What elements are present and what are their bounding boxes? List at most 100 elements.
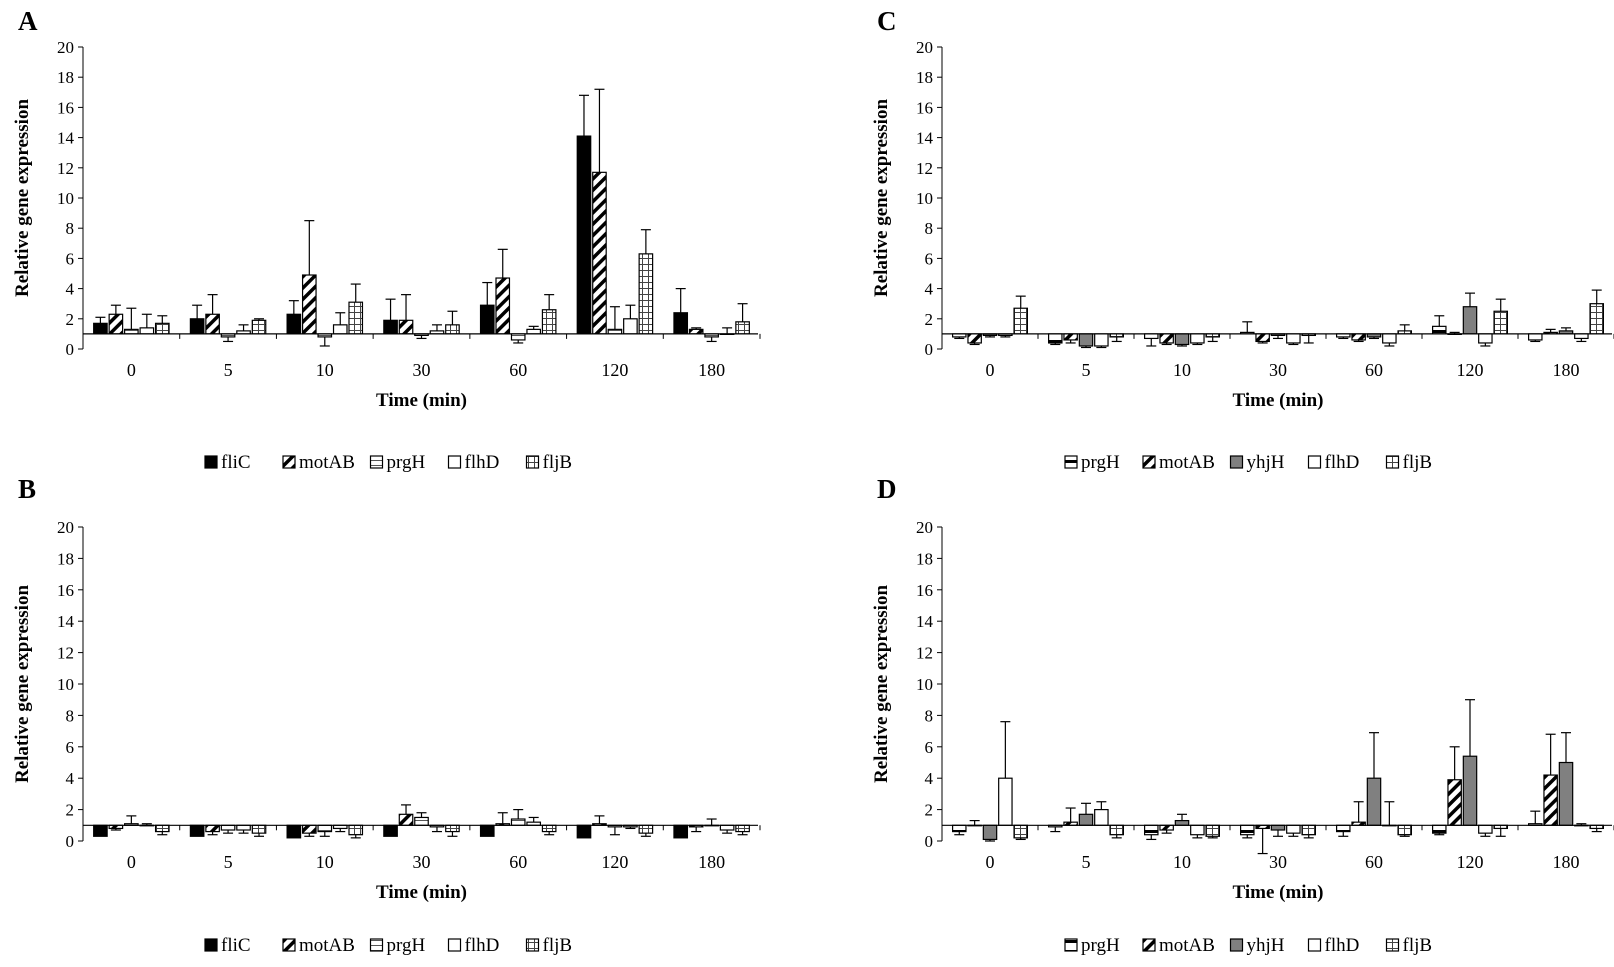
x-tick-label: 120 — [601, 360, 628, 380]
bar-fljB-5 — [251, 319, 267, 335]
y-axis-title: Relative gene expression — [871, 585, 892, 783]
y-tick-label: 14 — [57, 129, 75, 148]
bar-yhjH-180 — [1558, 761, 1574, 826]
y-tick-label: 16 — [57, 581, 74, 600]
legend-label-motAB: motAB — [299, 935, 355, 956]
y-tick-label: 18 — [57, 68, 74, 87]
legend-swatch-flhD — [447, 455, 462, 469]
bar-prgH-120 — [607, 328, 623, 335]
y-tick-label: 4 — [66, 769, 75, 788]
legend-swatch-yhjH — [1229, 455, 1244, 469]
bar-flhD-180 — [719, 824, 735, 831]
x-tick-label: 5 — [1082, 360, 1091, 380]
legend-swatch-motAB — [282, 938, 296, 952]
bar-fljB-60 — [1397, 824, 1413, 836]
bar-fljB-180 — [735, 824, 750, 833]
bar-fljB-5 — [251, 824, 267, 834]
bar-flhD-10 — [1190, 824, 1205, 836]
bar-yhjH-30 — [1270, 824, 1286, 831]
bar-motAB-5 — [205, 824, 220, 833]
y-tick-label: 10 — [57, 189, 74, 208]
legend-label-flhD: flhD — [465, 452, 500, 473]
legend-label-flhD: flhD — [1325, 935, 1360, 956]
bar-prgH-30 — [1239, 824, 1255, 836]
y-tick-label: 14 — [916, 129, 934, 148]
x-tick-label: 180 — [1553, 852, 1580, 872]
bar-flhD-10 — [1190, 333, 1205, 344]
panel-letter: B — [18, 474, 36, 504]
y-axis-title: Relative gene expression — [12, 585, 33, 783]
legend-label-flhD: flhD — [1325, 452, 1360, 473]
bar-fliC-10 — [286, 824, 302, 839]
y-tick-label: 2 — [925, 310, 934, 329]
bar-yhjH-10 — [1174, 819, 1190, 826]
legend-swatch-yhjH — [1229, 938, 1244, 952]
bar-flhD-5 — [1094, 808, 1109, 826]
x-tick-label: 0 — [127, 852, 136, 872]
y-axis-title: Relative gene expression — [871, 99, 892, 297]
x-tick-label: 30 — [413, 360, 431, 380]
legend-swatch-flhD — [1307, 938, 1322, 952]
legend-swatch-fljB — [1385, 938, 1400, 952]
legend-swatch-fljB — [1385, 455, 1400, 469]
y-tick-label: 20 — [916, 38, 933, 57]
bar-flhD-0 — [139, 327, 155, 335]
x-tick-label: 5 — [1082, 852, 1091, 872]
legend-swatch-fljB — [525, 938, 540, 952]
legend-label-yhjH: yhjH — [1247, 452, 1285, 473]
bar-motAB-180 — [688, 328, 704, 335]
x-tick-label: 30 — [1269, 852, 1287, 872]
bar-fliC-120 — [576, 135, 592, 335]
bar-prgH-60 — [1335, 824, 1351, 833]
bar-motAB-10 — [1159, 333, 1174, 344]
y-tick-label: 12 — [57, 159, 74, 178]
bar-fliC-30 — [383, 319, 398, 335]
y-tick-label: 18 — [916, 68, 933, 87]
bar-yhjH-120 — [1462, 306, 1478, 335]
legend-label-yhjH: yhjH — [1247, 935, 1285, 956]
legend-label-flhD: flhD — [465, 935, 500, 956]
x-tick-label: 120 — [1457, 852, 1484, 872]
y-tick-label: 2 — [66, 801, 75, 820]
legend-label-prgH: prgH — [1081, 935, 1120, 956]
bar-prgH-0 — [951, 824, 967, 833]
y-tick-label: 6 — [925, 738, 934, 757]
y-tick-label: 8 — [66, 706, 75, 725]
y-tick-label: 0 — [925, 832, 934, 851]
bar-fliC-30 — [383, 824, 398, 837]
x-tick-label: 60 — [1365, 852, 1383, 872]
x-axis-title: Time (min) — [376, 390, 467, 411]
x-tick-label: 5 — [224, 360, 233, 380]
bar-yhjH-10 — [1174, 333, 1190, 346]
bar-yhjH-5 — [1078, 813, 1094, 826]
bar-fliC-5 — [189, 824, 205, 837]
panel-c: C 0 2 4 6 8 10 12 14 16 18 20 Relative gene expressi… — [871, 6, 1614, 473]
y-tick-label: 0 — [66, 832, 75, 851]
y-tick-label: 20 — [57, 518, 74, 537]
legend: fliC motAB prgH flhD fljB — [204, 452, 572, 473]
bar-fliC-0 — [93, 322, 108, 335]
y-tick-label: 14 — [916, 612, 934, 631]
legend-swatch-fliC — [204, 938, 218, 952]
y-tick-label: 16 — [57, 98, 74, 117]
legend: fliC motAB prgH flhD fljB — [204, 935, 573, 956]
x-tick-label: 60 — [509, 852, 527, 872]
bar-fliC-120 — [576, 824, 592, 839]
legend-label-fljB: fljB — [1403, 452, 1433, 473]
x-tick-label: 30 — [413, 852, 431, 872]
bar-fljB-10 — [348, 301, 364, 335]
y-tick-label: 12 — [916, 644, 933, 663]
legend-label-fljB: fljB — [543, 935, 573, 956]
panel-b: B 0 2 4 6 8 10 12 14 16 18 20 Relative gene expressi… — [12, 474, 761, 956]
y-tick-label: 0 — [66, 340, 75, 359]
y-tick-label: 4 — [925, 769, 934, 788]
bar-motAB-60 — [1351, 333, 1366, 341]
x-tick-label: 60 — [1365, 360, 1383, 380]
bar-flhD-5 — [236, 824, 251, 831]
y-tick-label: 12 — [57, 644, 74, 663]
panel-letter: C — [877, 6, 897, 36]
x-tick-label: 10 — [1173, 852, 1191, 872]
y-tick-label: 8 — [925, 706, 934, 725]
bar-motAB-30 — [398, 319, 414, 335]
